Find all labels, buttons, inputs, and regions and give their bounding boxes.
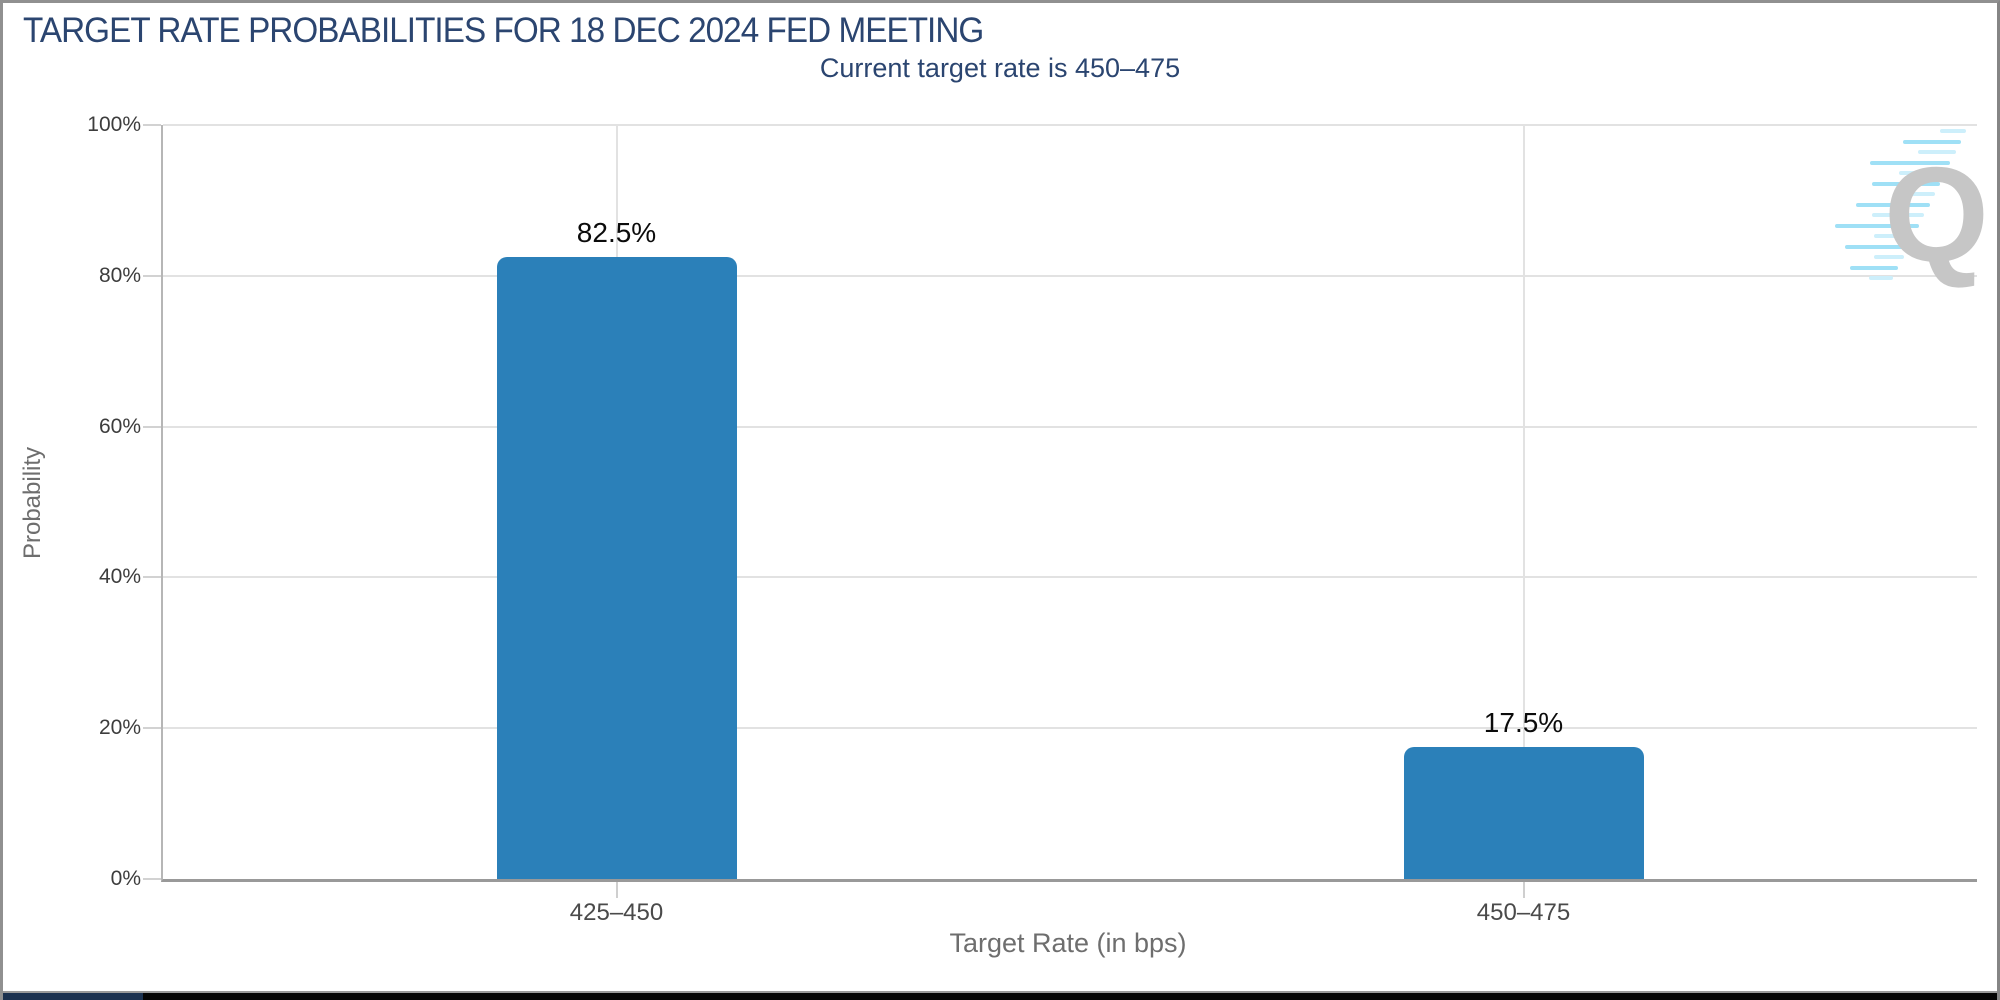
y-axis-label: 80% — [98, 263, 141, 287]
q-letter-icon: Q — [1884, 139, 1990, 290]
y-gridline — [163, 727, 1977, 730]
y-gridline — [163, 124, 1977, 126]
y-axis-label: 40% — [98, 565, 141, 589]
y-axis-tick — [143, 878, 161, 880]
y-gridline — [163, 274, 1977, 277]
watermark-stripe-icon — [1917, 150, 1956, 154]
watermark-stripe-icon — [1844, 244, 1909, 249]
q-logo-watermark: Q — [1835, 129, 1990, 304]
x-axis-label: 450–475 — [1476, 899, 1571, 926]
bar-value-label: 82.5% — [576, 216, 657, 248]
y-axis-title: Probability — [19, 446, 46, 560]
watermark-stripe-icon — [1902, 139, 1961, 144]
y-axis-tick — [143, 576, 161, 579]
x-axis-tick — [615, 882, 618, 898]
probability-bar[interactable] — [496, 256, 737, 879]
watermark-stripe-icon — [1874, 234, 1914, 238]
watermark-stripe-icon — [1940, 129, 1966, 133]
x-axis-label: 425–450 — [569, 899, 664, 926]
watermark-stripe-icon — [1869, 276, 1894, 280]
bottom-edge-accent — [3, 993, 143, 1000]
bottom-border-line — [3, 991, 1997, 993]
bar-value-label: 17.5% — [1483, 707, 1564, 739]
watermark-stripe-icon — [1899, 171, 1946, 175]
x-axis-title: Target Rate (in bps) — [949, 928, 1187, 958]
watermark-stripe-icon — [1900, 192, 1935, 196]
y-axis-label: 100% — [87, 113, 141, 136]
watermark-stripe-icon — [1850, 265, 1899, 270]
y-axis-tick — [143, 124, 161, 126]
x-axis-tick — [1522, 882, 1525, 898]
watermark-stripe-icon — [1870, 160, 1951, 165]
x-gridline — [1522, 125, 1525, 879]
watermark-stripe-icon — [1835, 223, 1920, 228]
y-gridline — [163, 576, 1977, 579]
chart-subtitle: Current target rate is 450–475 — [819, 53, 1181, 83]
y-gridline — [163, 425, 1977, 428]
watermark-stripe-icon — [1872, 213, 1925, 217]
y-axis-label: 60% — [98, 414, 141, 438]
watermark-stripe-icon — [1873, 255, 1904, 259]
y-axis-tick — [143, 425, 161, 428]
watermark-stripe-icon — [1872, 181, 1940, 186]
y-axis-label: 0% — [110, 867, 141, 890]
y-axis-label: 20% — [98, 716, 141, 740]
probability-bar[interactable] — [1403, 747, 1644, 879]
chart-title: TARGET RATE PROBABILITIES FOR 18 DEC 202… — [23, 11, 984, 50]
y-axis-tick — [143, 727, 161, 730]
bottom-edge-bar — [3, 993, 1997, 1000]
plot-area: 82.5% 425–450 17.5% 450–475 — [161, 124, 1977, 926]
watermark-stripe-icon — [1855, 202, 1930, 207]
y-axis-tick — [143, 274, 161, 277]
